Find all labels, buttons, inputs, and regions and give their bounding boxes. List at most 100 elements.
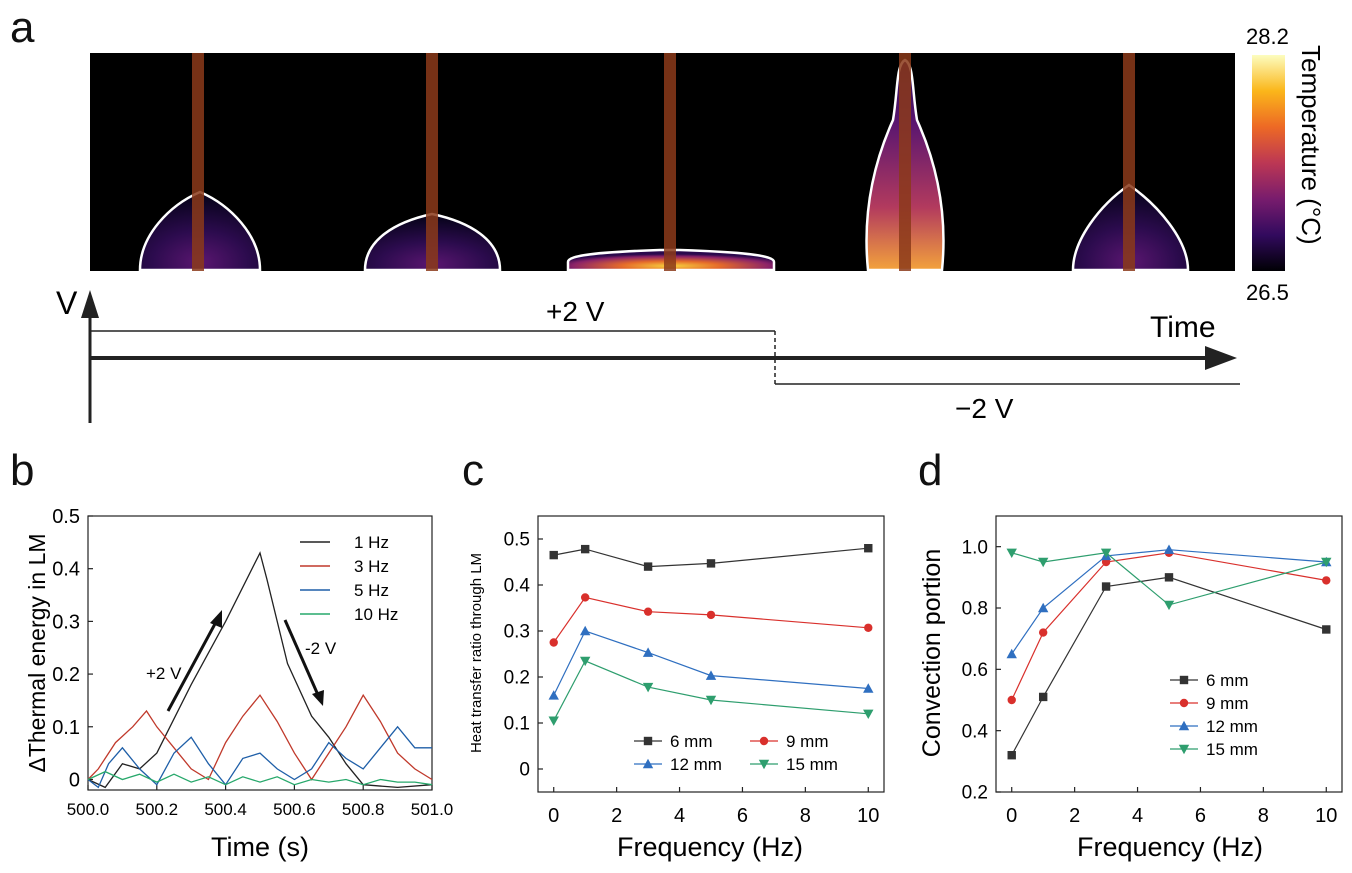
data-point-9-mm: [1007, 695, 1016, 705]
y-tick-label: 0.8: [962, 599, 988, 620]
series-line-9-mm: [553, 596, 869, 643]
y-tick-label: 0.4: [52, 559, 80, 581]
data-point-12-mm: [1006, 648, 1017, 659]
panel-c-ticks: 0 2 4 6 8 10 0 0.1 0.2 0.3 0.4 0.5: [504, 530, 880, 827]
y-tick-label: 0.2: [504, 668, 530, 689]
legend-label: 12 mm: [1206, 717, 1258, 736]
time-axis-label: Time: [1150, 311, 1216, 344]
data-point-15-mm: [1037, 557, 1049, 568]
colorbar-min-label: 26.5: [1246, 280, 1289, 305]
data-point-6-mm: [1101, 582, 1111, 591]
series-line-3-hz: [87, 693, 433, 781]
data-point-15-mm: [705, 695, 717, 706]
data-point-9-mm: [643, 607, 653, 616]
data-point-12-mm: [1037, 602, 1049, 613]
electrode-2: [426, 53, 438, 271]
data-point-15-mm: [642, 682, 654, 693]
panel-c-xlabel: Frequency (Hz): [617, 832, 803, 862]
data-point-12-mm: [579, 625, 591, 636]
ramp-up-arrowhead: [210, 610, 222, 628]
data-point-9-mm: [1322, 576, 1331, 585]
legend-marker: [759, 736, 769, 746]
data-point-6-mm: [643, 562, 653, 571]
x-tick-label: 10: [1315, 805, 1337, 827]
legend-marker: [1178, 720, 1190, 731]
legend-marker: [1179, 698, 1189, 708]
y-tick-label: 1.0: [962, 537, 988, 558]
legend-marker: [1179, 675, 1189, 685]
panel-b-legend: 1 Hz 3 Hz 5 Hz 10 Hz: [300, 533, 398, 624]
y-tick-label: 0.5: [504, 530, 530, 551]
panel-b-letter: b: [10, 446, 34, 495]
thermal-frame-4: [865, 53, 945, 272]
data-point-12-mm: [642, 647, 654, 657]
legend-label: 5 Hz: [354, 581, 389, 600]
x-tick-label: 4: [674, 805, 685, 827]
x-tick-label: 8: [800, 805, 811, 827]
legend-marker: [642, 758, 654, 769]
series-line-1-hz: [87, 551, 433, 789]
panel-b-ylabel: ΔThermal energy in LM: [24, 533, 50, 772]
time-axis-arrowhead: [1205, 346, 1237, 370]
y-tick-label: 0.3: [52, 611, 80, 633]
data-point-9-mm: [580, 593, 590, 602]
panel-d-letter: d: [918, 446, 942, 495]
data-point-6-mm: [1038, 692, 1048, 702]
colorbar-max-label: 28.2: [1246, 24, 1289, 49]
panel-a: a 28.2 26.5 Temperature (°C): [10, 3, 1326, 424]
panel-b-ticks: 500.0 500.2 500.4 500.6 500.8 501.0 0 0.1 0.2 0.3…: [52, 506, 453, 819]
x-tick-label: 0: [548, 805, 559, 827]
panel-b-series: [87, 551, 433, 789]
legend-label: 10 Hz: [354, 605, 398, 624]
panel-d-legend: 6 mm 9 mm 12 mm 15 mm: [1170, 671, 1258, 759]
panel-c-plot-frame: [537, 515, 885, 793]
data-point-9-mm: [1038, 628, 1048, 637]
ramp-down-arrow: [283, 619, 320, 696]
data-point-15-mm: [1006, 548, 1017, 558]
data-point-15-mm: [863, 709, 874, 719]
x-tick-label: 6: [1195, 805, 1206, 827]
colorbar-gradient: [1252, 55, 1285, 271]
data-point-9-mm: [864, 623, 873, 632]
y-tick-label: 0.3: [504, 622, 530, 643]
data-point-12-mm: [1163, 544, 1175, 554]
panel-c-series: [548, 544, 874, 726]
panel-c-letter: c: [462, 446, 484, 495]
data-point-15-mm: [1100, 548, 1112, 558]
legend-label: 6 mm: [1206, 671, 1249, 690]
series-line-5-hz: [87, 725, 432, 789]
y-tick-label: 0.1: [504, 714, 530, 735]
panel-d-xlabel: Frequency (Hz): [1077, 832, 1263, 862]
thermal-frame-5: [1071, 53, 1190, 272]
legend-label: 9 mm: [1206, 694, 1249, 713]
legend-label: 6 mm: [670, 732, 713, 751]
y-tick-label: 0.6: [962, 660, 988, 681]
legend-label: 3 Hz: [354, 557, 389, 576]
data-point-9-mm: [549, 638, 558, 647]
y-tick-label: 0.2: [52, 664, 80, 686]
colorbar-title: Temperature (°C): [1296, 45, 1326, 245]
electrode-3: [664, 53, 676, 271]
voltage-axis-label: V: [56, 285, 78, 321]
y-tick-label: 0.1: [52, 717, 80, 739]
ramp-up-arrow: [166, 621, 218, 712]
panel-c-ylabel: Heat transfer ratio through LM: [468, 553, 485, 753]
ramp-down-arrowhead: [312, 690, 324, 706]
legend-label: 15 mm: [786, 755, 838, 774]
colorbar: 28.2 26.5 Temperature (°C): [1246, 24, 1326, 305]
x-tick-label: 2: [1069, 805, 1080, 827]
x-tick-label: 500.8: [342, 800, 385, 819]
data-point-15-mm: [579, 656, 591, 667]
panel-d-ticks: 0 2 4 6 8 10 0.2 0.4 0.6 0.8 1.0: [962, 537, 1338, 827]
y-tick-label: 0.4: [504, 576, 531, 597]
negative-voltage-label: −2 V: [955, 393, 1014, 424]
legend-label: 15 mm: [1206, 740, 1258, 759]
data-point-6-mm: [549, 550, 558, 560]
panel-b: b 500.0 500.2 500.4 500.6 500.8 501.0 0 0.1 0.2 0…: [10, 446, 453, 862]
x-tick-label: 500.6: [273, 800, 316, 819]
panel-c-legend: 6 mm 9 mm 12 mm 15 mm: [634, 732, 838, 774]
x-tick-label: 10: [857, 805, 879, 827]
y-tick-label: 0.2: [962, 783, 988, 804]
annotation-minus-2v: -2 V: [305, 639, 337, 658]
